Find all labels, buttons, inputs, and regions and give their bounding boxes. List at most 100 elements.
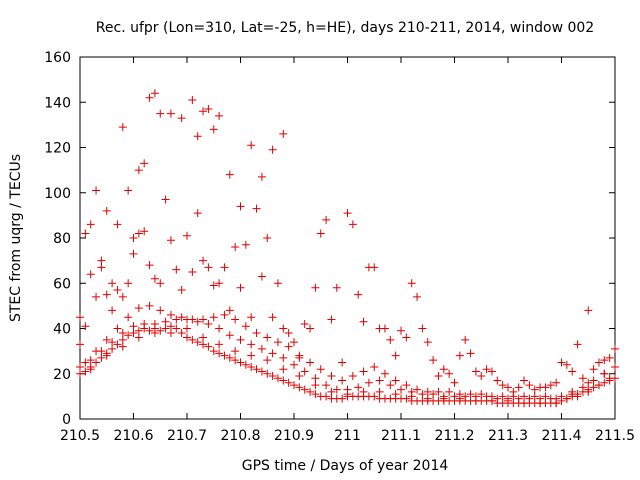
y-tick-label: 40 [53,322,71,338]
data-point [225,353,234,362]
data-point [97,263,106,272]
data-point [525,394,534,403]
data-point [471,396,480,405]
data-point [348,220,357,229]
data-point [220,263,229,272]
data-point [380,369,389,378]
data-point [332,283,341,292]
data-point [92,358,101,367]
y-axis-label: STEC from uqrg / TECUs [8,154,24,322]
data-point [76,362,84,371]
data-point [273,374,282,383]
data-point [316,365,325,374]
data-point [124,186,133,195]
data-point [413,385,422,394]
data-point [161,195,170,204]
data-point [247,340,256,349]
data-point [509,387,518,396]
data-point [252,365,261,374]
data-point [252,329,261,338]
data-point [134,333,143,342]
data-point [552,378,561,387]
data-point [220,310,229,319]
data-point [145,301,154,310]
data-point [124,313,133,322]
data-point [311,390,320,399]
data-point [407,279,416,288]
x-tick-label: 211.5 [595,428,635,444]
data-point [236,202,245,211]
data-point [600,356,609,365]
data-point [166,329,175,338]
y-tick-label: 100 [44,186,71,202]
data-point [81,229,90,238]
data-point [268,145,277,154]
data-point [247,141,256,150]
data-point [600,369,609,378]
data-point [145,326,154,335]
data-point [225,306,234,315]
data-point [284,329,293,338]
data-point [177,286,186,295]
data-point [252,204,261,213]
data-point [434,372,443,381]
data-point [514,383,523,392]
data-point [562,394,571,403]
data-point [209,125,218,134]
data-point [568,390,577,399]
data-point [156,326,165,335]
data-point [557,392,566,401]
axis-ticks: 210.5 210.6 210.7 210.8 210.9 211 211.1 211.2 21… [44,50,635,444]
data-point [257,172,266,181]
y-tick-label: 0 [62,412,71,428]
data-point [102,351,111,360]
data-point [327,315,336,324]
data-point [504,383,512,392]
data-point [108,344,117,353]
data-point [134,166,143,175]
data-point [97,256,106,265]
data-point [343,209,352,218]
data-point [370,263,379,272]
data-point [589,365,598,374]
data-point [97,353,106,362]
data-point [429,390,438,399]
data-point [124,331,133,340]
data-point [220,351,229,360]
data-point [386,381,395,390]
data-point [247,351,256,360]
data-point [322,392,331,401]
data-point [268,313,277,322]
data-point [332,385,341,394]
data-point [236,358,245,367]
data-point [108,338,117,347]
data-point [584,387,593,396]
data-point [225,331,234,340]
data-point [172,265,181,274]
data-point [166,322,175,331]
data-point [113,220,122,229]
data-point [482,365,491,374]
data-point [161,317,170,326]
x-axis-label: GPS time / Days of year 2014 [242,458,449,474]
data-point [113,324,122,333]
data-point [241,240,250,249]
data-point [391,351,400,360]
data-point [498,392,507,401]
data-point [514,394,523,403]
data-point [76,369,84,378]
data-point [166,236,175,245]
data-point [118,342,127,351]
data-point [354,383,363,392]
data-point [413,292,422,301]
data-point [594,358,603,367]
data-point [584,378,593,387]
data-point [477,372,486,381]
data-point [113,340,122,349]
data-point [306,387,315,396]
data-point [493,376,502,385]
data-point [183,231,191,240]
data-point [338,358,347,367]
data-point [306,358,315,367]
data-point [370,362,379,371]
